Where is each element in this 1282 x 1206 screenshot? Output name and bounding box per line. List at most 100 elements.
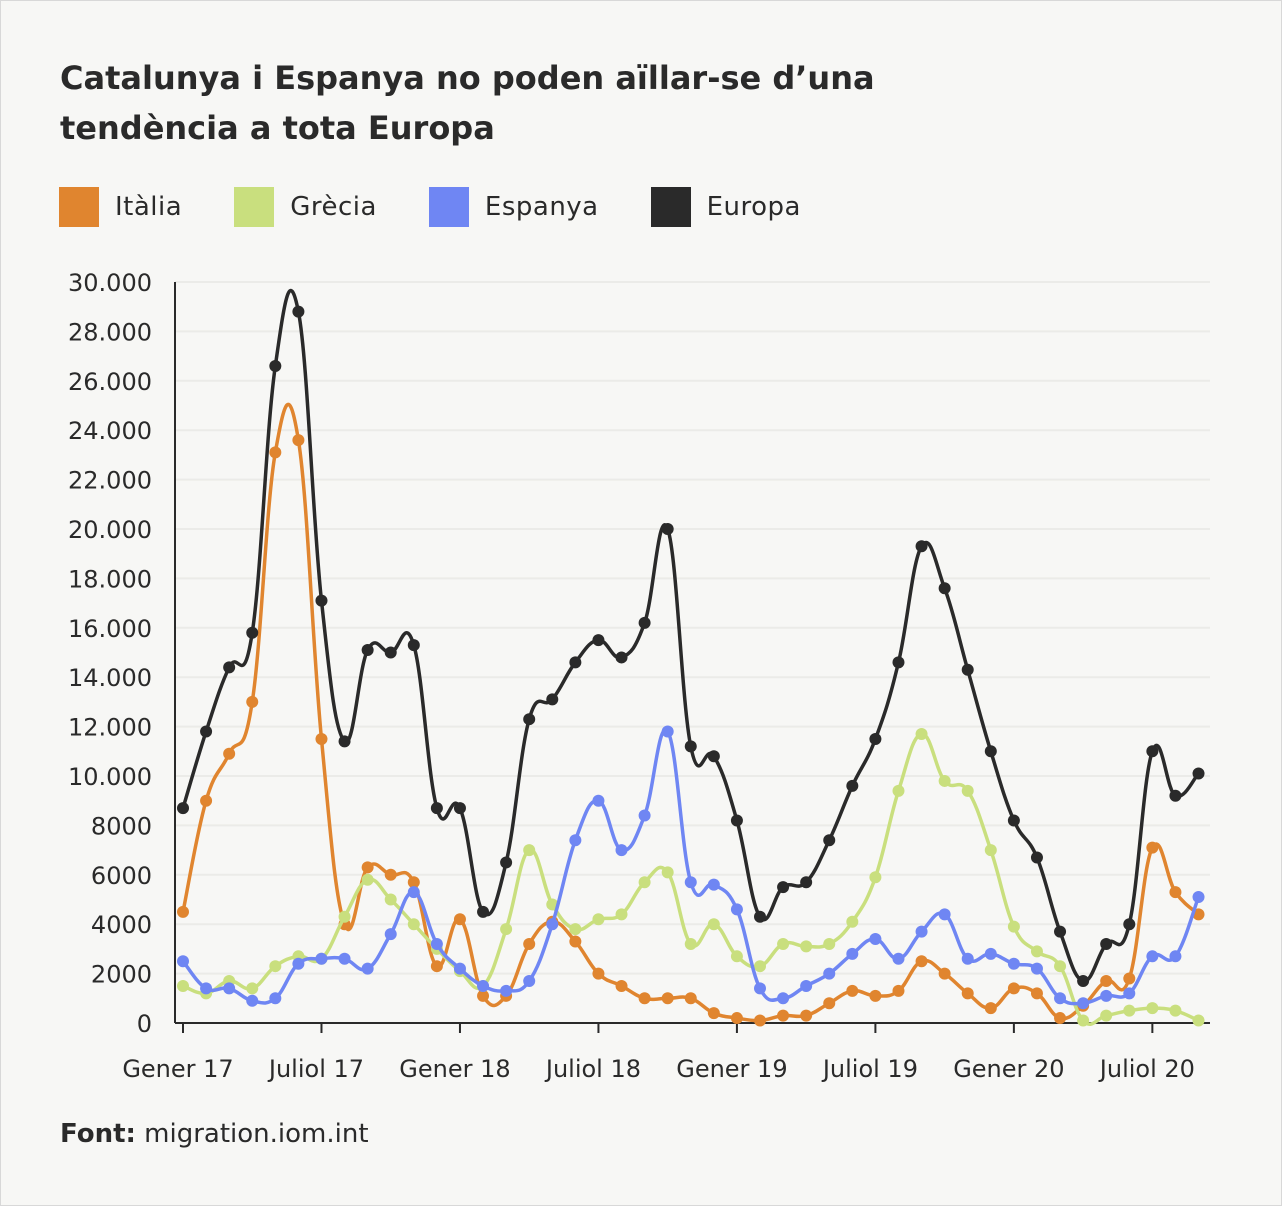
data-point: [1146, 1002, 1159, 1015]
data-point: [338, 735, 351, 748]
data-point: [592, 634, 605, 647]
y-tick-label: 24.000: [68, 417, 152, 445]
data-point: [1100, 989, 1113, 1002]
data-point: [1054, 1012, 1067, 1025]
data-point: [892, 656, 905, 669]
data-point: [269, 359, 282, 372]
y-tick-label: 0: [137, 1010, 152, 1038]
data-point: [1169, 789, 1182, 802]
data-point: [1007, 982, 1020, 995]
data-point: [984, 1002, 997, 1015]
data-point: [1192, 767, 1205, 780]
data-point: [661, 992, 674, 1005]
data-point: [546, 898, 559, 911]
data-point: [1123, 1004, 1136, 1017]
data-point: [615, 979, 628, 992]
source-label: Font:: [60, 1119, 136, 1149]
data-point: [223, 982, 236, 995]
data-point: [938, 908, 951, 921]
data-point: [1192, 1014, 1205, 1027]
data-point: [384, 646, 397, 659]
data-point: [938, 774, 951, 787]
data-point: [684, 740, 697, 753]
series-line-espanya: [181, 728, 1201, 1006]
data-point: [869, 732, 882, 745]
data-point: [800, 1009, 813, 1022]
legend-swatch: [234, 187, 275, 227]
data-point: [523, 844, 536, 857]
data-point: [453, 913, 466, 926]
x-tick-label: Gener 19: [676, 1055, 787, 1083]
data-point: [938, 967, 951, 980]
data-point: [730, 903, 743, 916]
data-point: [315, 952, 328, 965]
data-point: [200, 725, 213, 738]
data-point: [1054, 992, 1067, 1005]
data-point: [1123, 987, 1136, 1000]
data-point: [407, 876, 420, 889]
data-point: [754, 1014, 766, 1027]
y-tick-label: 2000: [91, 961, 152, 989]
data-point: [407, 918, 420, 931]
data-point: [338, 910, 351, 923]
legend-item-italia: Itàlia: [59, 187, 182, 227]
data-point: [846, 915, 859, 928]
data-point: [315, 732, 328, 745]
data-point: [800, 979, 813, 992]
data-point: [1146, 841, 1159, 854]
data-point: [661, 725, 674, 738]
data-point: [1077, 1014, 1090, 1027]
x-tick-label: Gener 17: [122, 1055, 233, 1083]
data-point: [892, 784, 905, 797]
data-point: [177, 955, 189, 968]
data-point: [269, 992, 282, 1005]
data-point: [754, 960, 766, 973]
data-point: [615, 908, 628, 921]
data-point: [477, 905, 490, 918]
y-tick-label: 26.000: [68, 368, 152, 396]
data-point: [707, 750, 720, 763]
data-point: [638, 616, 651, 629]
data-point: [1123, 918, 1136, 931]
data-point: [800, 876, 813, 889]
legend-swatch: [428, 187, 469, 227]
legend-item-espanya: Espanya: [428, 187, 599, 227]
y-tick-label: 4000: [91, 911, 152, 939]
data-point: [846, 947, 859, 960]
data-point: [246, 626, 259, 639]
data-point: [1169, 886, 1182, 899]
data-point: [177, 802, 189, 815]
data-point: [546, 693, 559, 706]
data-point: [846, 984, 859, 997]
data-point: [915, 925, 928, 938]
data-point: [984, 844, 997, 857]
data-point: [177, 905, 189, 918]
y-tick-label: 28.000: [68, 318, 152, 346]
data-point: [569, 935, 582, 948]
chart-title: Catalunya i Espanya no poden aïllar-se d…: [60, 59, 875, 147]
data-point: [1077, 997, 1090, 1010]
data-point: [477, 979, 490, 992]
data-point: [615, 844, 628, 857]
data-point: [1030, 945, 1043, 958]
data-point: [292, 434, 305, 447]
data-point: [361, 861, 374, 874]
data-point: [754, 982, 766, 995]
data-point: [892, 952, 905, 965]
data-point: [246, 695, 259, 708]
data-point: [984, 745, 997, 758]
data-point: [361, 962, 374, 975]
data-point: [961, 987, 974, 1000]
data-point: [915, 955, 928, 968]
data-point: [1100, 1009, 1113, 1022]
data-point: [777, 992, 790, 1005]
data-point: [846, 779, 859, 792]
data-point: [1192, 891, 1205, 904]
data-point: [1030, 962, 1043, 975]
y-tick-label: 6000: [91, 862, 152, 890]
data-point: [177, 979, 189, 992]
data-point: [477, 989, 490, 1002]
data-point: [1100, 975, 1113, 988]
data-point: [384, 928, 397, 941]
data-point: [1030, 851, 1043, 864]
